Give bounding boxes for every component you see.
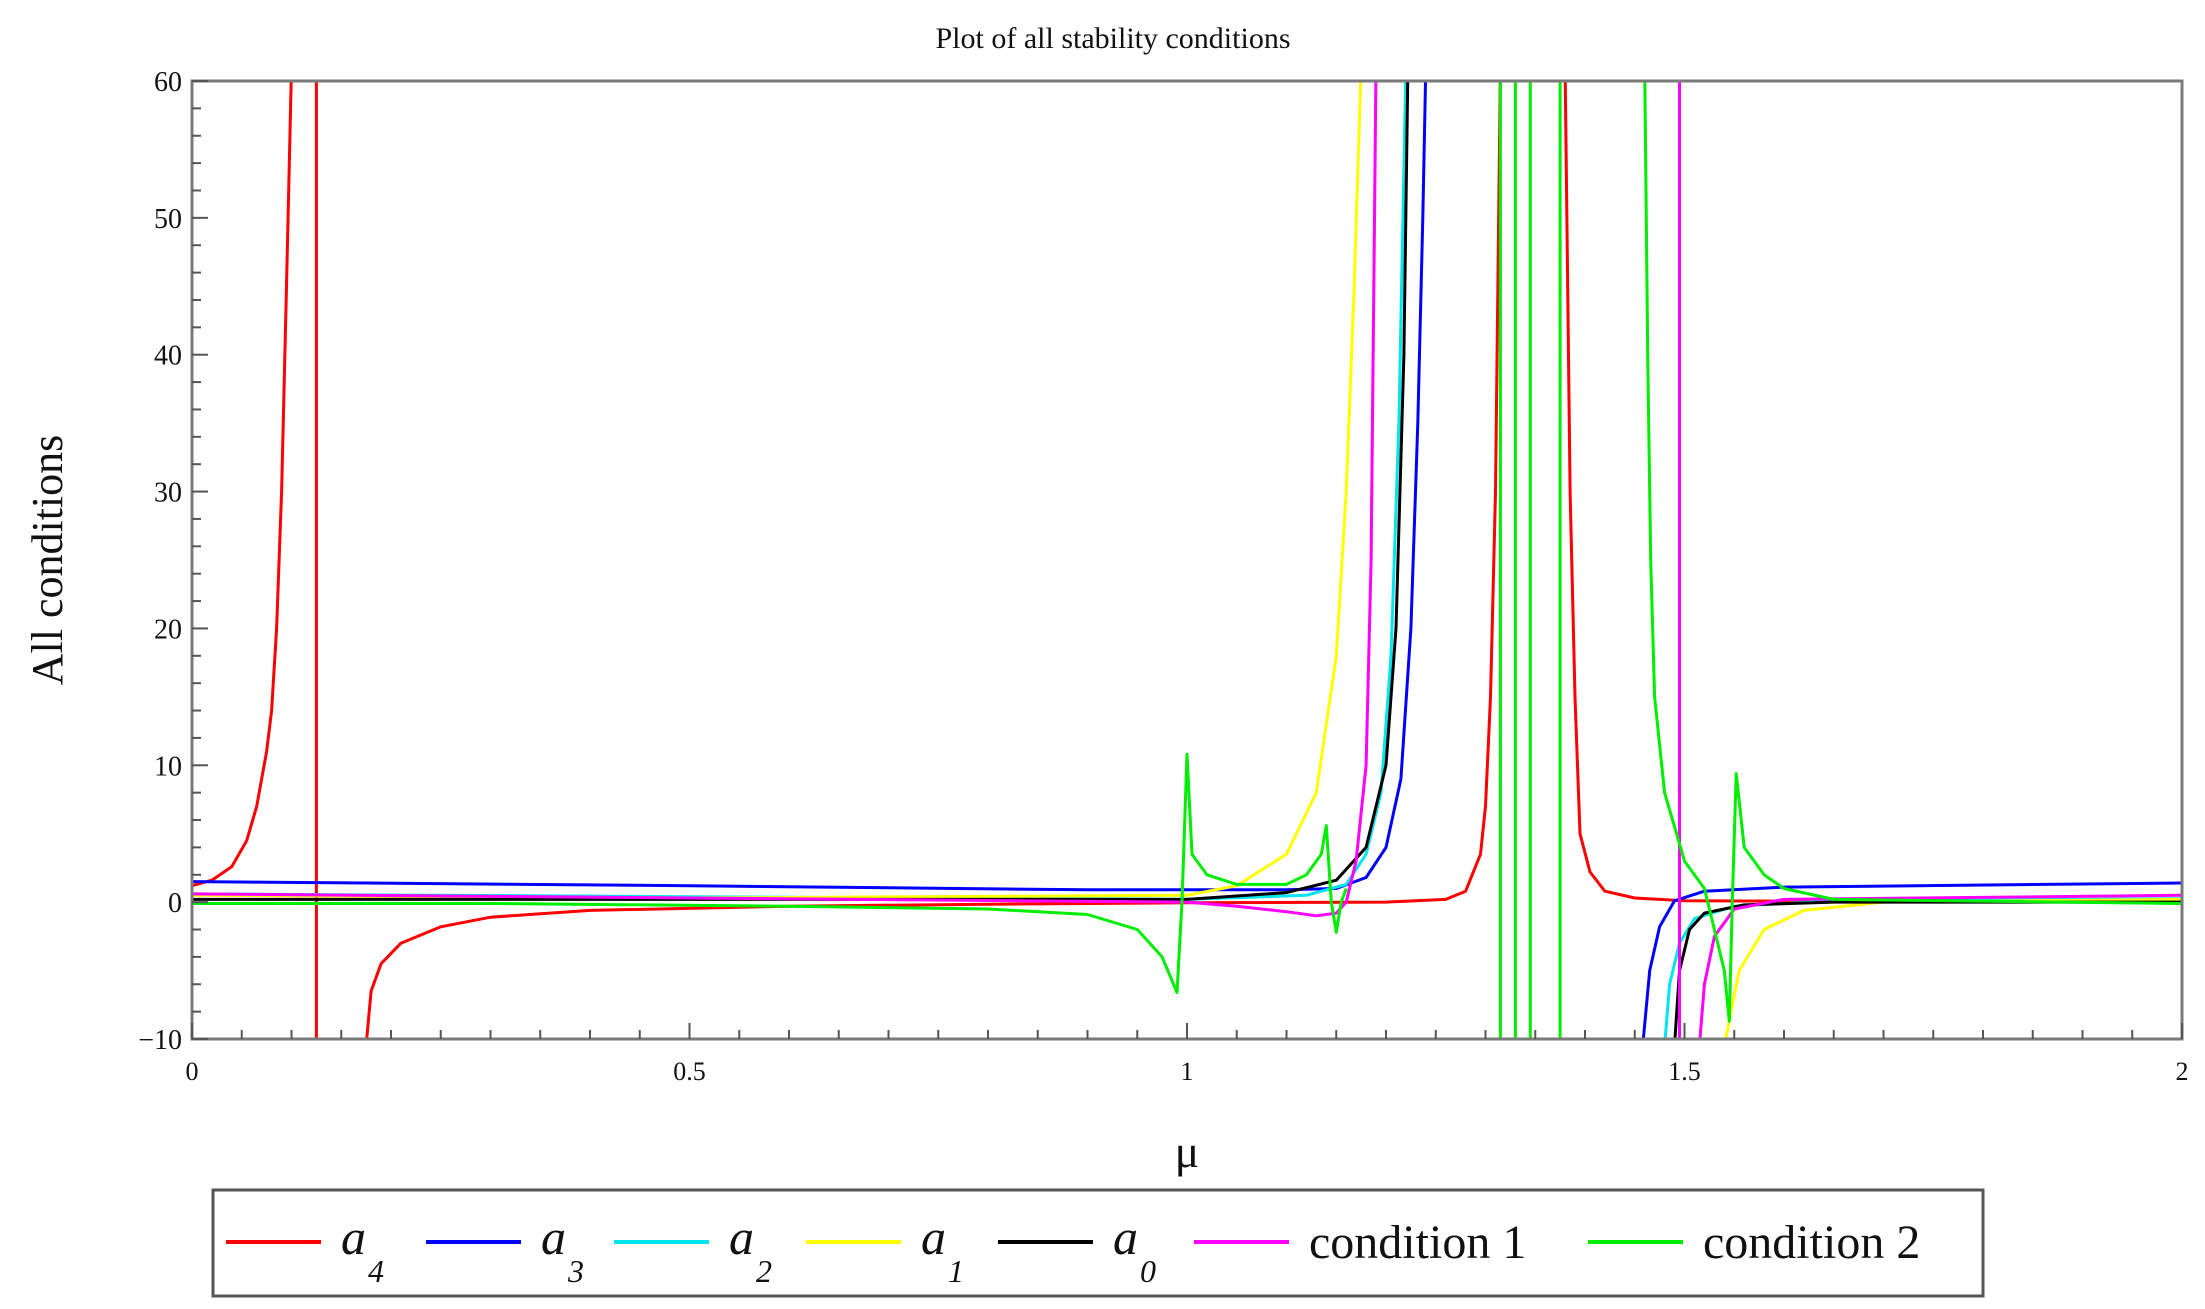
y-tick-label: 60 [154, 67, 182, 98]
series-a-4-segment-3 [1563, 81, 2182, 904]
legend-label: a [341, 1209, 366, 1265]
legend-entry: condition 1 [1194, 1216, 1526, 1269]
series-condition-1-segment-0 [192, 81, 1378, 918]
series-a-2-segment-1 [1663, 897, 2182, 1039]
y-tick-label: −10 [138, 1025, 182, 1056]
x-axis-label: μ [1175, 1126, 1200, 1177]
legend-entry: a3 [426, 1209, 584, 1289]
y-tick-label: 20 [154, 614, 182, 645]
y-tick-label: 50 [154, 204, 182, 235]
legend-entry: a0 [998, 1209, 1156, 1289]
legend-entry: a1 [806, 1209, 964, 1289]
legend-label-subscript: 1 [948, 1253, 964, 1289]
x-tick-label: 2 [2176, 1057, 2189, 1086]
series-a-3-segment-0 [192, 81, 1428, 892]
legend-label: a [541, 1209, 566, 1265]
legend-label-subscript: 3 [567, 1253, 584, 1289]
series-a-4-segment-0 [192, 81, 293, 888]
x-tick-label: 0 [186, 1057, 199, 1086]
legend-label: condition 2 [1703, 1216, 1920, 1269]
legend-frame [211, 1188, 1985, 1298]
series-condition-2 [192, 81, 2182, 1039]
series-a-2-segment-0 [192, 81, 1408, 901]
legend-entry: a4 [226, 1209, 384, 1289]
series-condition-2-segment-0 [192, 752, 1348, 994]
legend-label-subscript: 2 [756, 1253, 772, 1289]
legend-label: a [1113, 1209, 1138, 1265]
series-a-4-segment-2 [365, 81, 1502, 1039]
legend-label: condition 1 [1309, 1216, 1526, 1269]
chart-title: Plot of all stability conditions [936, 22, 1291, 55]
series-a-0-segment-1 [1673, 900, 2182, 1039]
y-tick-label: 0 [168, 888, 182, 919]
series-condition-2-segment-5 [1643, 81, 2182, 1023]
x-tick-label: 1 [1181, 1057, 1194, 1086]
x-tick-label: 1.5 [1668, 1057, 1701, 1086]
x-axis: 0 0.5 1 1.5 2 [186, 1023, 2189, 1086]
series-a-1-segment-1 [1724, 897, 2182, 1039]
series-condition-1-segment-2 [1698, 893, 2182, 1039]
y-tick-label: 40 [154, 341, 182, 372]
x-tick-label: 0.5 [673, 1057, 706, 1086]
series-a-0-segment-0 [192, 81, 1410, 901]
series-a-1-segment-0 [192, 81, 1363, 900]
legend-entry: a2 [614, 1209, 772, 1289]
legend-entry: condition 2 [1588, 1216, 1920, 1269]
y-tick-label: 10 [154, 751, 182, 782]
legend-label: a [921, 1209, 946, 1265]
y-axis-label: All conditions [23, 435, 72, 686]
y-tick-label: 30 [154, 478, 182, 509]
legend-label: a [729, 1209, 754, 1265]
legend-label-subscript: 4 [368, 1253, 384, 1289]
legend-label-subscript: 0 [1140, 1253, 1156, 1289]
y-axis: −10 0 10 20 30 40 50 60 [138, 67, 208, 1056]
